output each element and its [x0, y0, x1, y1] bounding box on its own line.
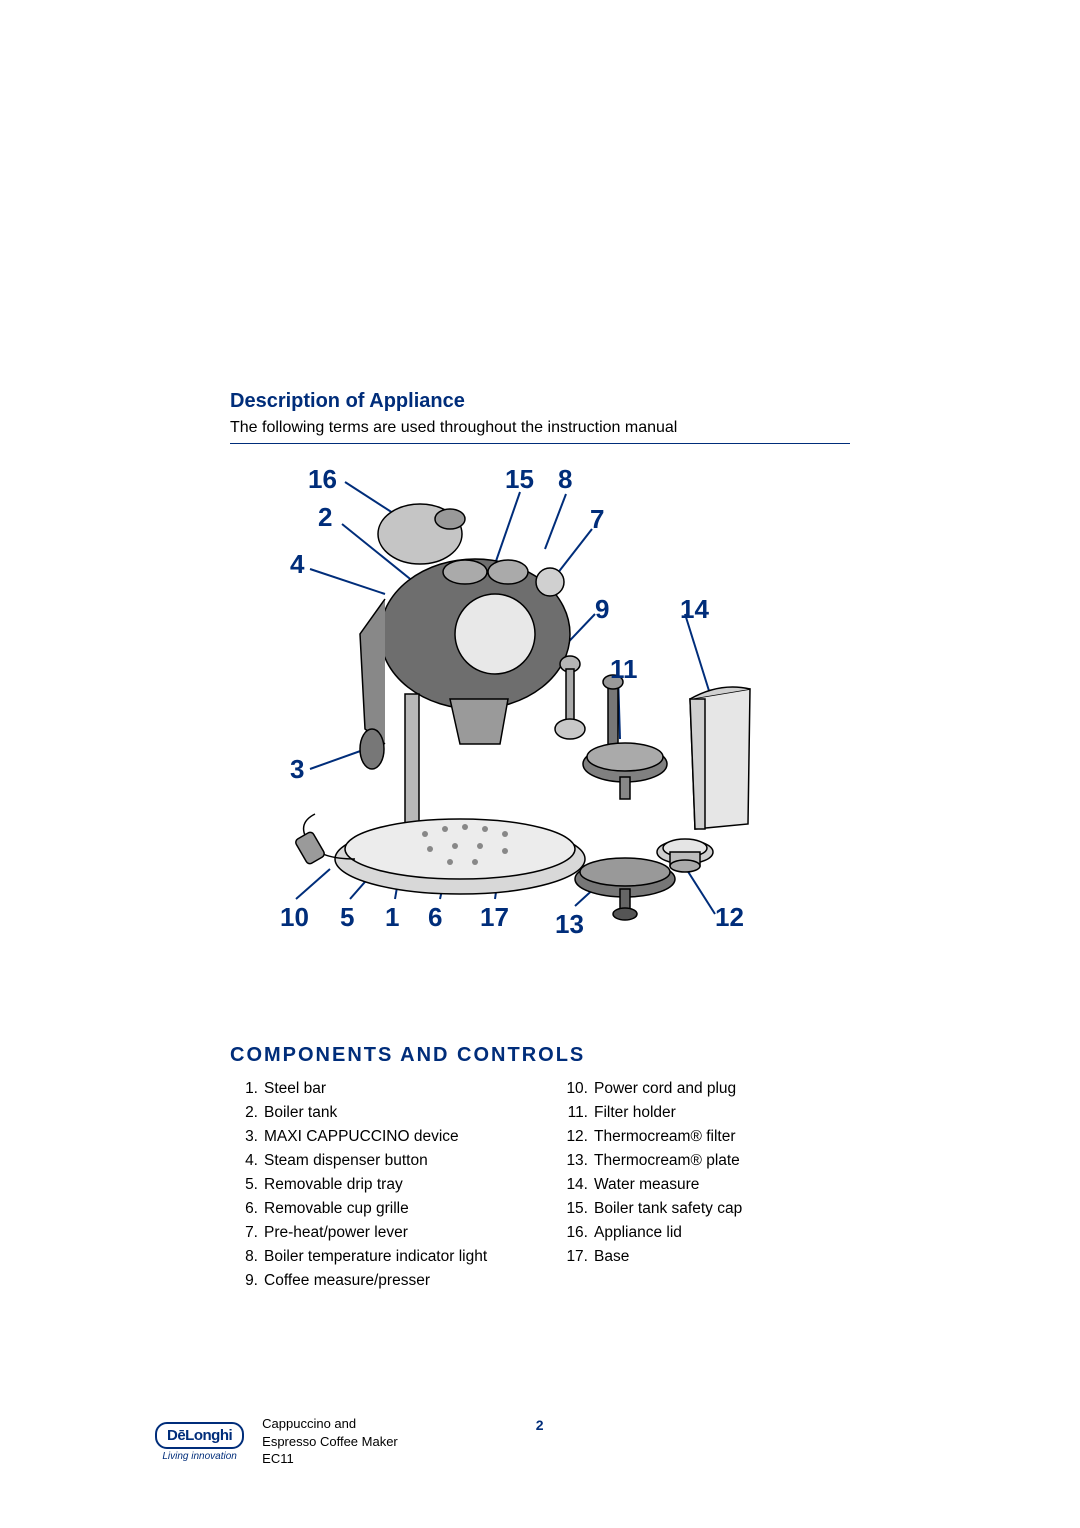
component-number: 16. — [560, 1221, 588, 1245]
component-item: 1.Steel bar — [230, 1077, 520, 1101]
component-item: 9.Coffee measure/presser — [230, 1269, 520, 1293]
diagram-callout: 12 — [715, 902, 744, 933]
component-label: Pre-heat/power lever — [264, 1221, 408, 1245]
component-label: Base — [594, 1245, 629, 1269]
diagram-callout: 3 — [290, 754, 304, 785]
component-item: 10.Power cord and plug — [560, 1077, 850, 1101]
diagram-callout: 6 — [428, 902, 442, 933]
component-number: 8. — [230, 1245, 258, 1269]
component-label: Water measure — [594, 1173, 699, 1197]
component-item: 13.Thermocream® plate — [560, 1149, 850, 1173]
component-number: 7. — [230, 1221, 258, 1245]
diagram-callout: 16 — [308, 464, 337, 495]
components-list-left: 1.Steel bar2.Boiler tank3.MAXI CAPPUCCIN… — [230, 1077, 520, 1293]
components-list-right: 10.Power cord and plug11.Filter holder12… — [560, 1077, 850, 1293]
footer-text: Cappuccino and Espresso Coffee Maker EC1… — [262, 1415, 398, 1468]
component-label: MAXI CAPPUCCINO device — [264, 1125, 459, 1149]
component-number: 1. — [230, 1077, 258, 1101]
component-item: 5.Removable drip tray — [230, 1173, 520, 1197]
component-label: Coffee measure/presser — [264, 1269, 430, 1293]
diagram-callout: 4 — [290, 549, 304, 580]
diagram-callout: 5 — [340, 902, 354, 933]
component-label: Thermocream® plate — [594, 1149, 740, 1173]
component-number: 5. — [230, 1173, 258, 1197]
component-number: 4. — [230, 1149, 258, 1173]
component-label: Steel bar — [264, 1077, 326, 1101]
component-number: 14. — [560, 1173, 588, 1197]
component-number: 2. — [230, 1101, 258, 1125]
section-heading: Description of Appliance — [230, 390, 850, 413]
footer-line2: Espresso Coffee Maker — [262, 1433, 398, 1451]
component-label: Boiler tank safety cap — [594, 1197, 742, 1221]
diagram-callout: 15 — [505, 464, 534, 495]
component-number: 13. — [560, 1149, 588, 1173]
footer-model: EC11 — [262, 1450, 398, 1468]
component-item: 17.Base — [560, 1245, 850, 1269]
component-number: 15. — [560, 1197, 588, 1221]
component-label: Power cord and plug — [594, 1077, 736, 1101]
component-label: Thermocream® filter — [594, 1125, 735, 1149]
component-item: 11.Filter holder — [560, 1101, 850, 1125]
component-label: Appliance lid — [594, 1221, 682, 1245]
appliance-diagram: 1621587491411310516171312 — [250, 464, 850, 1024]
divider — [230, 443, 850, 444]
diagram-callout: 10 — [280, 902, 309, 933]
component-item: 7.Pre-heat/power lever — [230, 1221, 520, 1245]
component-label: Boiler tank — [264, 1101, 337, 1125]
component-item: 8.Boiler temperature indicator light — [230, 1245, 520, 1269]
footer-line1: Cappuccino and — [262, 1415, 398, 1433]
diagram-callout: 9 — [595, 594, 609, 625]
diagram-callout: 1 — [385, 902, 399, 933]
page-footer: DēLonghi Living innovation Cappuccino an… — [155, 1415, 855, 1468]
component-item: 3.MAXI CAPPUCCINO device — [230, 1125, 520, 1149]
component-label: Boiler temperature indicator light — [264, 1245, 487, 1269]
components-columns: 1.Steel bar2.Boiler tank3.MAXI CAPPUCCIN… — [230, 1077, 850, 1293]
component-item: 4.Steam dispenser button — [230, 1149, 520, 1173]
component-number: 3. — [230, 1125, 258, 1149]
diagram-callout: 7 — [590, 504, 604, 535]
diagram-callout: 13 — [555, 909, 584, 940]
component-item: 12.Thermocream® filter — [560, 1125, 850, 1149]
brand-tagline: Living innovation — [162, 1451, 237, 1462]
component-item: 14.Water measure — [560, 1173, 850, 1197]
component-item: 15.Boiler tank safety cap — [560, 1197, 850, 1221]
component-label: Removable drip tray — [264, 1173, 403, 1197]
component-number: 6. — [230, 1197, 258, 1221]
component-label: Steam dispenser button — [264, 1149, 428, 1173]
diagram-callout: 14 — [680, 594, 709, 625]
component-label: Filter holder — [594, 1101, 676, 1125]
component-number: 17. — [560, 1245, 588, 1269]
components-heading: COMPONENTS AND CONTROLS — [230, 1044, 850, 1067]
component-item: 2.Boiler tank — [230, 1101, 520, 1125]
component-number: 10. — [560, 1077, 588, 1101]
diagram-callout: 8 — [558, 464, 572, 495]
component-number: 11. — [560, 1101, 588, 1125]
component-number: 9. — [230, 1269, 258, 1293]
component-item: 16.Appliance lid — [560, 1221, 850, 1245]
diagram-callout: 2 — [318, 502, 332, 533]
diagram-callout: 17 — [480, 902, 509, 933]
brand-logo: DēLonghi — [155, 1422, 244, 1449]
component-number: 12. — [560, 1125, 588, 1149]
diagram-callout: 11 — [610, 654, 638, 685]
section-subtext: The following terms are used throughout … — [230, 419, 850, 437]
component-label: Removable cup grille — [264, 1197, 409, 1221]
component-item: 6.Removable cup grille — [230, 1197, 520, 1221]
page-number: 2 — [536, 1417, 544, 1433]
